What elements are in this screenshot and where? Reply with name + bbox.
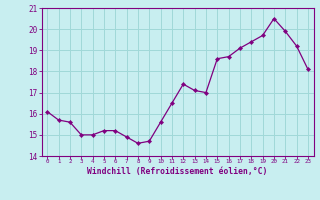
X-axis label: Windchill (Refroidissement éolien,°C): Windchill (Refroidissement éolien,°C) xyxy=(87,167,268,176)
